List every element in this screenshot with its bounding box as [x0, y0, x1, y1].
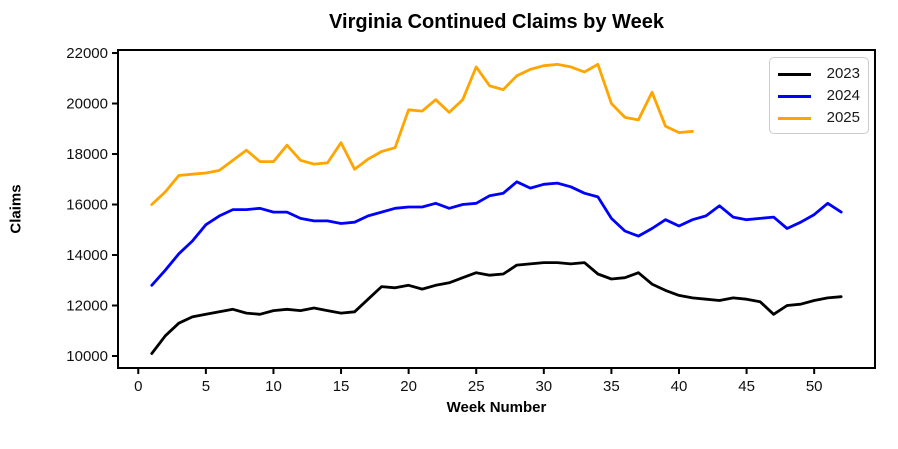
legend-label: 2023	[826, 65, 860, 82]
x-tick-label: 0	[134, 378, 142, 395]
axes-spines	[117, 49, 876, 369]
x-tick-label: 50	[806, 378, 823, 395]
legend-label: 2024	[826, 87, 860, 104]
legend-item-2024: 2024	[778, 85, 860, 107]
legend-item-2023: 2023	[778, 63, 860, 85]
x-tick-label: 30	[535, 378, 552, 395]
x-tick-label: 40	[671, 378, 688, 395]
legend-line-sample-icon	[778, 116, 811, 120]
x-tick-label: 20	[400, 378, 417, 395]
series-line-2025	[150, 63, 694, 206]
x-axis-label: Week Number	[446, 399, 547, 416]
legend-item-2025: 2025	[778, 107, 860, 129]
x-tick-label: 25	[468, 378, 485, 395]
legend: 2023 2024 2025	[769, 57, 869, 134]
x-tick-label: 10	[265, 378, 282, 395]
y-axis-label: Claims	[7, 184, 25, 234]
series-line-2024	[150, 180, 843, 287]
y-tick-label: 16000	[66, 197, 108, 214]
y-tick-label: 14000	[66, 247, 108, 264]
y-tick-label: 18000	[66, 146, 108, 163]
y-tick-label: 12000	[66, 298, 108, 315]
y-tick-label: 20000	[66, 96, 108, 113]
x-tick-label: 45	[738, 378, 755, 395]
chart-title: Virginia Continued Claims by Week	[329, 11, 664, 33]
x-tick-label: 15	[333, 378, 350, 395]
legend-label: 2025	[826, 109, 860, 126]
y-tick-label: 10000	[66, 348, 108, 365]
x-tick-label: 35	[603, 378, 620, 395]
series-line-2023	[150, 261, 843, 355]
legend-line-sample-icon	[778, 72, 811, 76]
x-tick-label: 5	[202, 378, 210, 395]
legend-line-sample-icon	[778, 94, 811, 98]
y-tick-label: 22000	[66, 45, 108, 62]
